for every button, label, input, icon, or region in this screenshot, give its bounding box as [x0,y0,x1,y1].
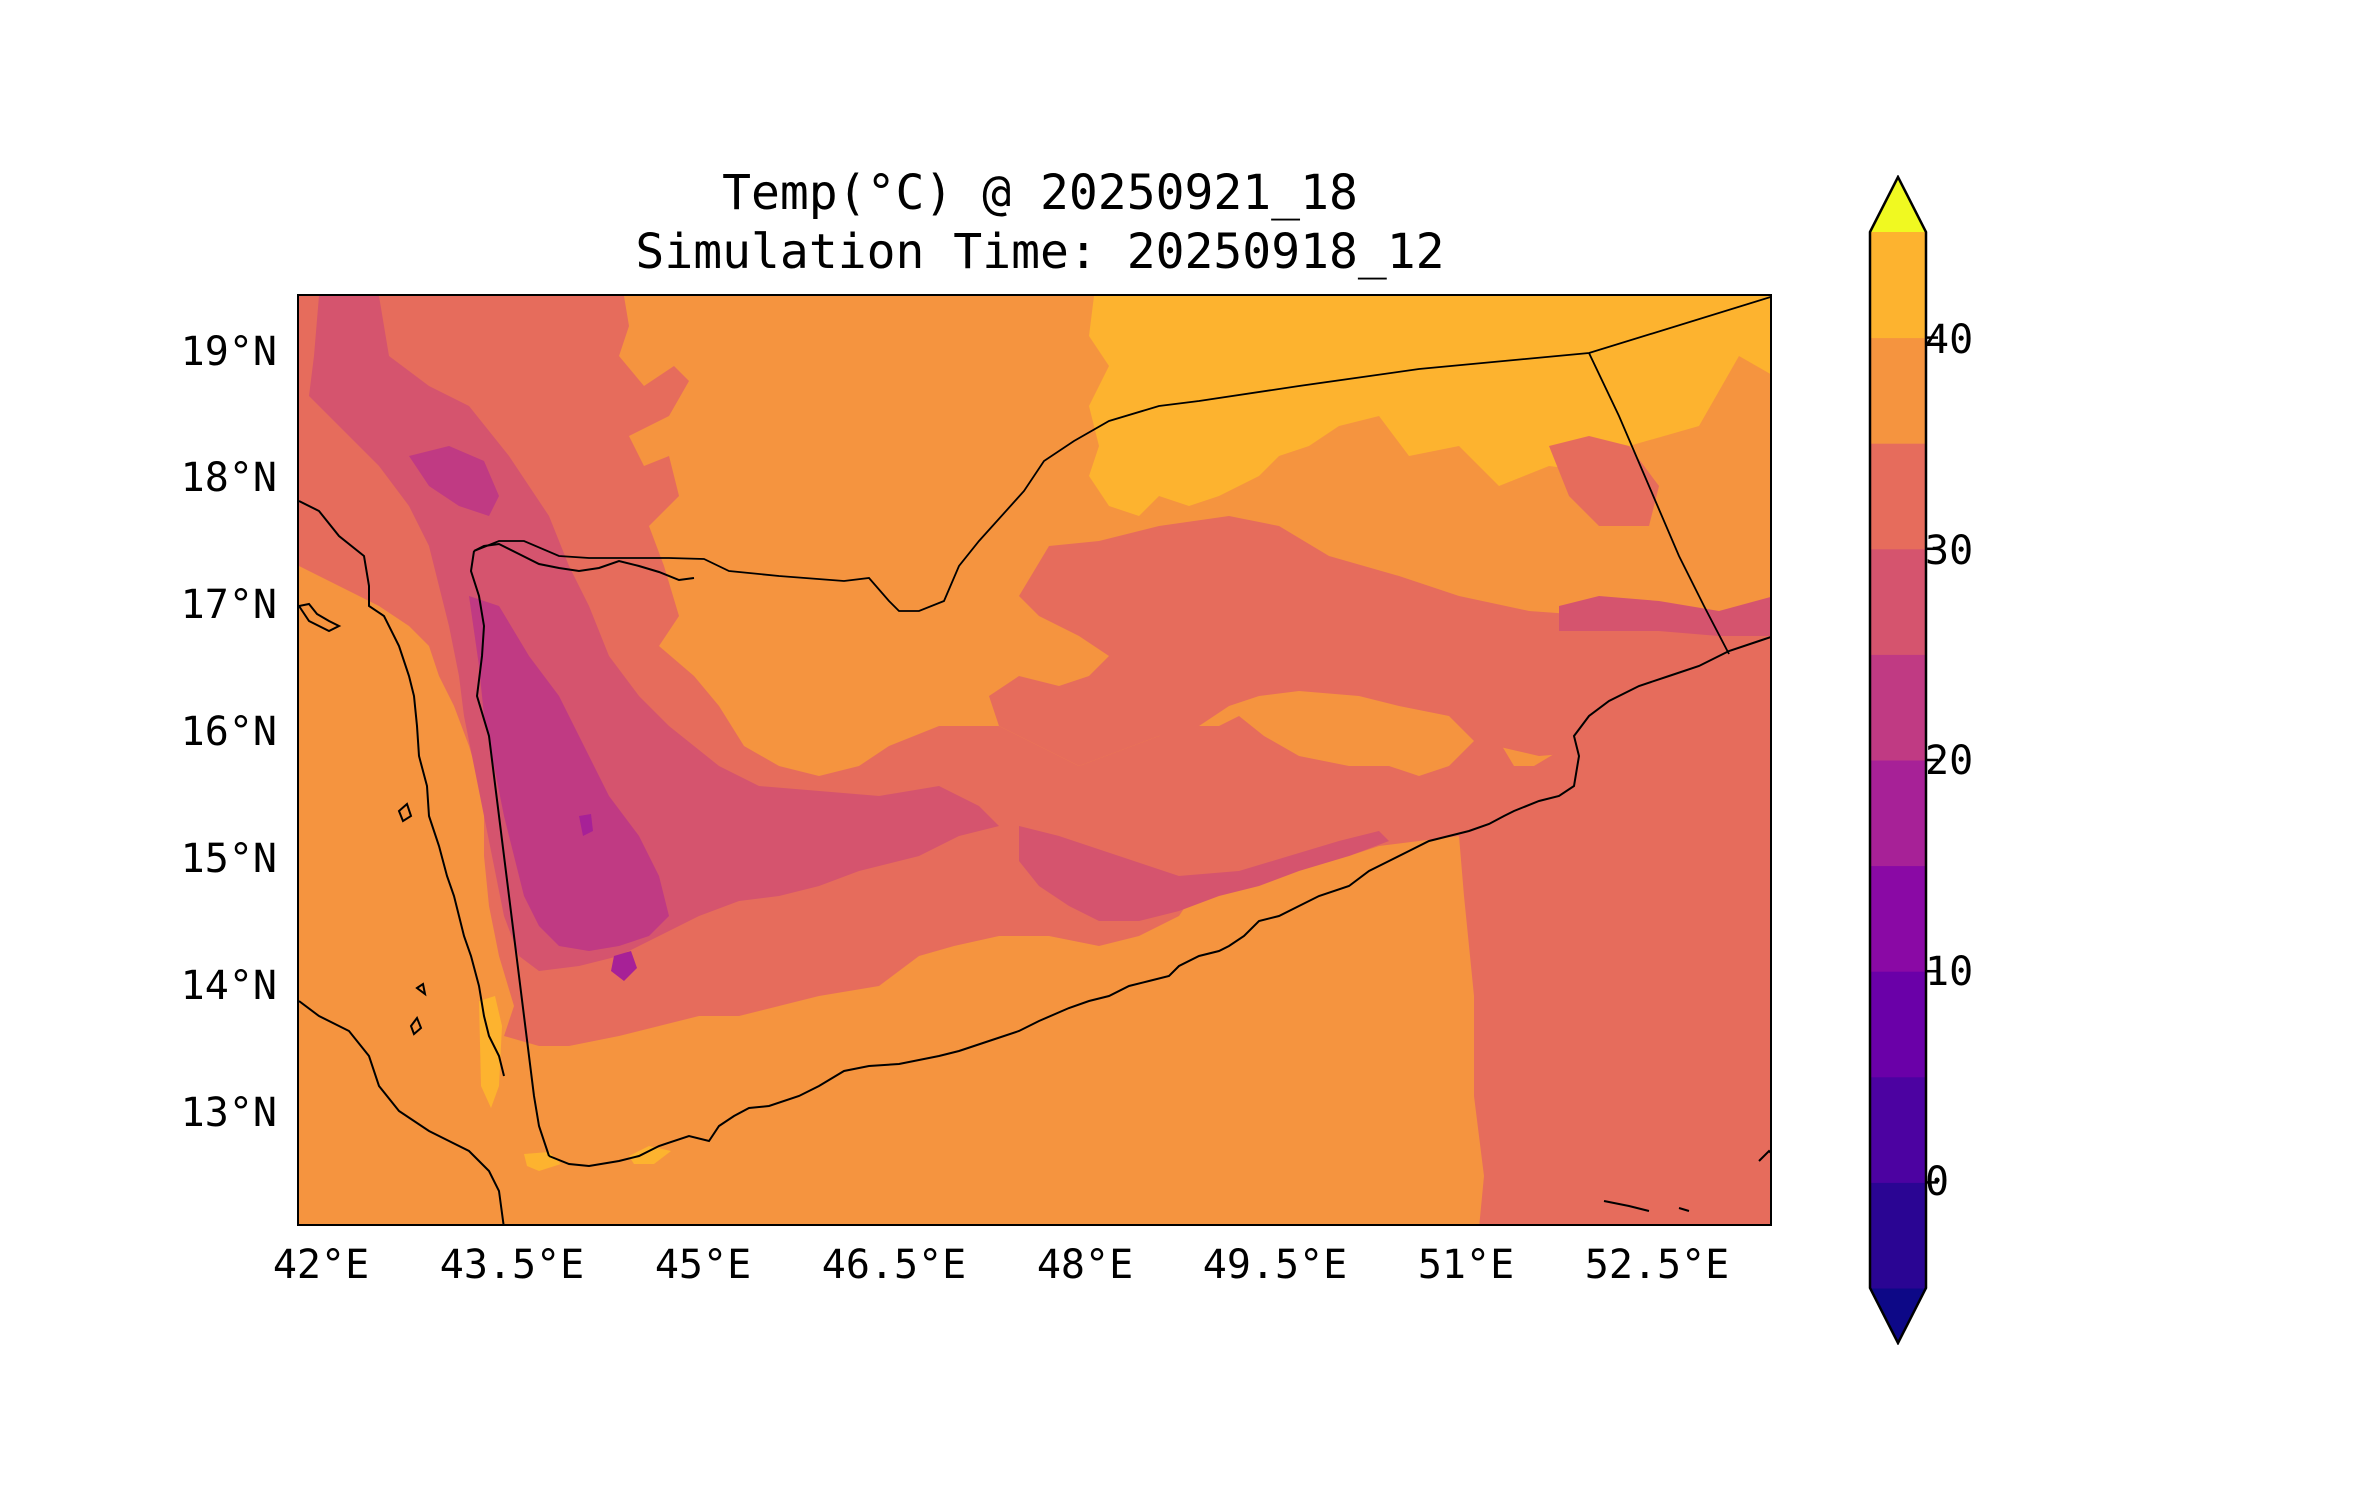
colorbar-band-40-45 [1870,232,1926,339]
colorbar-tick-40: 40 [1925,317,1974,363]
coastline-islands [299,602,1770,1212]
colorbar-under-triangle [1870,1288,1926,1343]
temperature-map [297,294,1772,1226]
coastline-tihama [469,550,550,1157]
colorbar-band-35-40 [1870,337,1926,444]
coastlines [299,500,1770,1224]
island-kamaran [397,802,413,823]
lat-tick-18n: 18°N [180,455,277,501]
coastline-yemen-west [473,542,695,582]
lat-tick-14n: 14°N [180,963,277,1009]
band-25-30-hadramawt [989,516,1770,766]
coastline-gulf-of-aden [548,636,1770,1168]
band-10-15-spot-b [579,814,593,836]
map-canvas [299,296,1770,1224]
lat-tick-19n: 19°N [180,329,277,375]
chart-title-line2: Simulation Time: 20250918_12 [635,224,1445,280]
band-20-25-south-valley [1019,826,1389,921]
lon-tick-51e: 51°E [1417,1242,1515,1288]
band-10-15-spot-a [611,951,637,981]
band-15-20-north [409,446,499,516]
colorbar-tick-0: 0 [1925,1159,1950,1205]
island-zuqar [409,982,427,1036]
coastline-africa-south [299,1000,505,1224]
lon-tick-46-5e: 46.5°E [821,1242,967,1288]
chart-title-line1: Temp(°C) @ 20250921_18 [722,165,1358,221]
colorbar-band-0-5 [1870,1076,1926,1183]
band-15-20-highlands [469,596,669,951]
lat-tick-13n: 13°N [180,1090,277,1136]
colorbar-tick-20: 20 [1925,738,1974,784]
colorbar-band-5-10 [1870,971,1926,1078]
lat-tick-16n: 16°N [180,709,277,755]
band-25-30-west [299,296,1770,1224]
colorbar-band-20-25 [1870,654,1926,761]
lon-tick-42e: 42°E [272,1242,370,1288]
colorbar-over-triangle [1870,177,1926,232]
lon-tick-49-5e: 49.5°E [1202,1242,1348,1288]
lon-tick-48e: 48°E [1036,1242,1134,1288]
colorbar-band-25-30 [1870,548,1926,655]
lon-tick-45e: 45°E [654,1242,752,1288]
band-25-30-east-strip [1549,436,1659,526]
colorbar-tick-10: 10 [1925,949,1974,995]
band-20-25-east [1559,596,1770,636]
colorbar-band--5-0 [1870,1182,1926,1289]
lat-tick-17n: 17°N [180,582,277,628]
band-35-40-coast-strip [479,996,502,1108]
colorbar [1868,175,1938,1345]
coastline-africa-north [299,500,505,1077]
lon-tick-52-5e: 52.5°E [1584,1242,1730,1288]
colorbar-band-30-35 [1870,443,1926,550]
borders [473,296,1770,655]
colorbar-band-10-15 [1870,865,1926,972]
colorbar-tick-30: 30 [1925,528,1974,574]
border-yemen-oman [1588,352,1730,655]
colorbar-band-15-20 [1870,760,1926,867]
border-yemen-saudi [473,296,1770,612]
lon-tick-43-5e: 43.5°E [439,1242,585,1288]
lat-tick-15n: 15°N [180,836,277,882]
